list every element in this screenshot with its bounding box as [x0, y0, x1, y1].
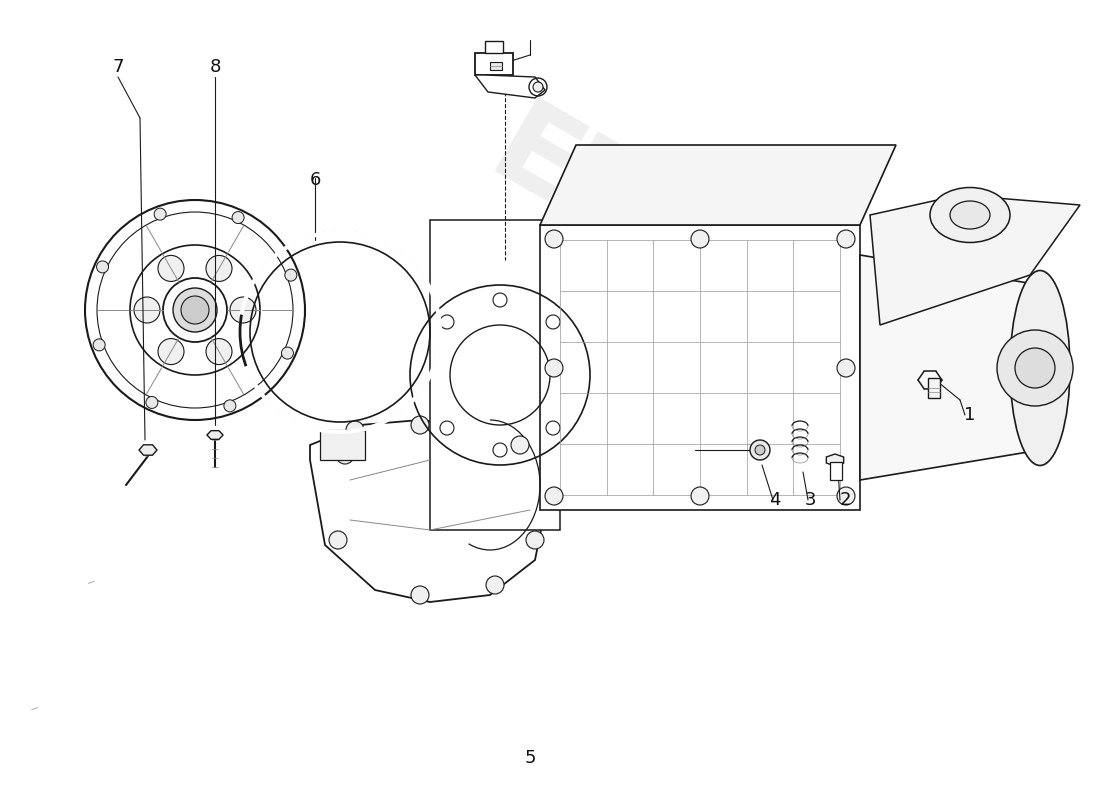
Circle shape: [230, 297, 256, 323]
Circle shape: [512, 436, 529, 454]
Bar: [475, 53, 513, 75]
Circle shape: [182, 296, 209, 324]
Circle shape: [534, 82, 543, 92]
Text: 4: 4: [769, 491, 781, 509]
Text: since 1985: since 1985: [703, 410, 857, 510]
Polygon shape: [540, 145, 896, 225]
Text: 1: 1: [965, 406, 976, 424]
Circle shape: [837, 359, 855, 377]
Circle shape: [691, 230, 710, 248]
Text: 2: 2: [839, 491, 850, 509]
Circle shape: [544, 487, 563, 505]
Circle shape: [997, 330, 1072, 406]
Circle shape: [1015, 348, 1055, 388]
Circle shape: [411, 416, 429, 434]
Circle shape: [282, 347, 294, 359]
Text: 5: 5: [525, 749, 536, 767]
Circle shape: [526, 531, 544, 549]
Circle shape: [691, 487, 710, 505]
Circle shape: [755, 445, 764, 455]
Bar: [928, 378, 940, 398]
Circle shape: [750, 440, 770, 460]
Circle shape: [486, 576, 504, 594]
Circle shape: [544, 230, 563, 248]
Bar: [485, 41, 503, 53]
Polygon shape: [310, 420, 544, 602]
Circle shape: [544, 359, 563, 377]
Text: ETparts: ETparts: [471, 93, 969, 447]
Circle shape: [224, 400, 235, 412]
Text: 7: 7: [112, 58, 123, 76]
Circle shape: [134, 297, 159, 323]
Polygon shape: [826, 454, 844, 466]
Circle shape: [206, 255, 232, 282]
Bar: [830, 462, 842, 480]
Circle shape: [837, 487, 855, 505]
Bar: [490, 62, 502, 70]
Text: 8: 8: [209, 58, 221, 76]
Polygon shape: [540, 225, 860, 510]
Circle shape: [329, 531, 346, 549]
Circle shape: [206, 338, 232, 365]
Circle shape: [411, 586, 429, 604]
Text: 6: 6: [309, 171, 321, 189]
Circle shape: [336, 446, 354, 464]
Text: a passion for cars: a passion for cars: [560, 332, 801, 478]
Polygon shape: [475, 75, 544, 98]
Circle shape: [94, 339, 106, 351]
Polygon shape: [430, 220, 560, 530]
Text: 3: 3: [804, 491, 816, 509]
Circle shape: [154, 208, 166, 220]
Polygon shape: [139, 445, 157, 455]
Circle shape: [146, 397, 158, 409]
Circle shape: [158, 338, 184, 365]
Bar: [320, 430, 365, 460]
Polygon shape: [860, 255, 1040, 480]
Polygon shape: [870, 195, 1080, 325]
Ellipse shape: [930, 187, 1010, 242]
Circle shape: [346, 421, 364, 439]
Ellipse shape: [1010, 270, 1070, 466]
Ellipse shape: [950, 201, 990, 229]
Circle shape: [837, 230, 855, 248]
Polygon shape: [207, 430, 223, 439]
Circle shape: [285, 269, 297, 281]
Circle shape: [173, 288, 217, 332]
Circle shape: [232, 211, 244, 223]
Circle shape: [97, 261, 109, 273]
Circle shape: [158, 255, 184, 282]
